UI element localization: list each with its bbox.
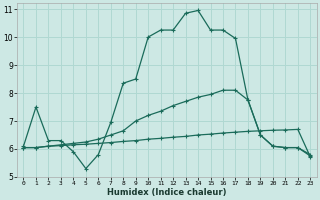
X-axis label: Humidex (Indice chaleur): Humidex (Indice chaleur): [107, 188, 227, 197]
